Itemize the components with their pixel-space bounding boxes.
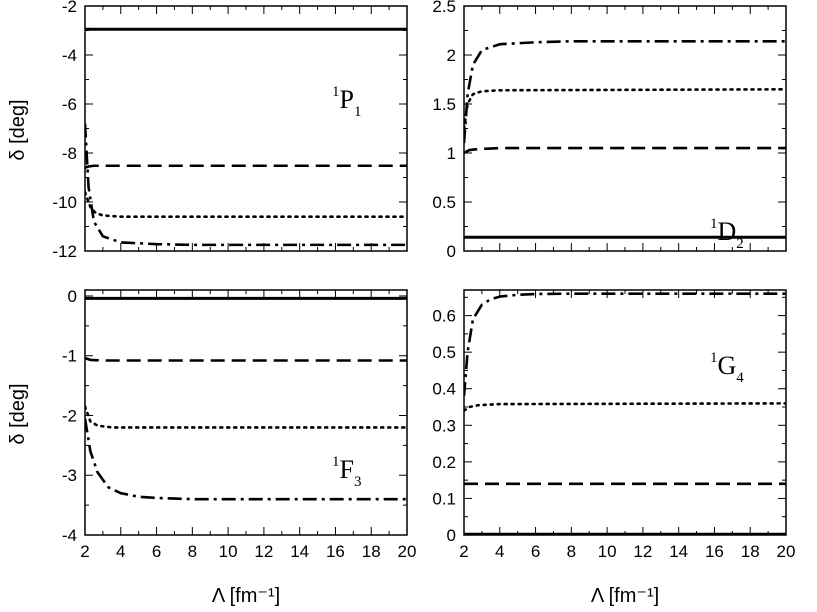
x-tick-label: 10 — [598, 542, 617, 561]
x-tick-label: 8 — [188, 542, 197, 561]
series-dotted-line — [85, 190, 407, 218]
x-tick-label: 18 — [741, 542, 760, 561]
x-tick-label: 18 — [362, 542, 381, 561]
partial-wave-label: 1P1 — [332, 84, 361, 120]
y-tick-label: 0 — [68, 287, 77, 306]
y-tick-label: 1.5 — [432, 95, 456, 114]
x-tick-label: 8 — [567, 542, 576, 561]
panel-top-left: -12 -10 -8 -6 -4 -2 1P1 — [52, 0, 408, 261]
x-tick-label: 20 — [777, 542, 796, 561]
y-tick-label: 0.6 — [432, 307, 456, 326]
series-dashed-line — [464, 146, 786, 155]
x-tick-label: 4 — [116, 542, 125, 561]
plot-frame — [84, 5, 408, 252]
y-axis-label-bottom: δ [deg] — [7, 383, 29, 444]
y-tick-label: -12 — [52, 242, 77, 261]
panel-top-right: 0 0.5 1 1.5 2 2.5 1D2 — [432, 0, 787, 261]
x-tick-label: 20 — [398, 542, 417, 561]
series-dotted-line — [464, 88, 786, 130]
y-tick-label: -1 — [62, 347, 77, 366]
y-tick-label: -10 — [52, 193, 77, 212]
y-tick-label: -2 — [62, 0, 77, 16]
x-tick-label: 2 — [459, 542, 468, 561]
y-tick-label: 0.5 — [432, 193, 456, 212]
y-tick-label: 2 — [447, 46, 456, 65]
panel-bottom-right: 2 4 6 8 10 12 14 16 18 20 0 0.1 0.2 0.3 0.4 0.5 0.6 1G4 — [432, 289, 796, 561]
partial-wave-label: 1G4 — [710, 350, 744, 386]
x-axis-label-left: Λ [fm⁻¹] — [212, 585, 280, 607]
y-tick-label: 0.4 — [432, 380, 456, 399]
x-tick-label: 16 — [326, 542, 345, 561]
y-axis-label-top: δ [deg] — [7, 99, 29, 160]
y-tick-label: 0 — [447, 242, 456, 261]
series-dashdot-line — [464, 39, 786, 144]
y-tick-label: 0.2 — [432, 453, 456, 472]
x-tick-label: 12 — [254, 542, 273, 561]
y-tick-label: 2.5 — [432, 0, 456, 16]
panel-bottom-left: 2 4 6 8 10 12 14 16 18 20 -4 -3 -2 -1 0 1F3 — [62, 287, 417, 561]
y-tick-label: -4 — [62, 46, 77, 65]
partial-wave-label: 1F3 — [332, 454, 361, 490]
x-tick-label: 14 — [290, 542, 309, 561]
y-tick-label: 0 — [447, 526, 456, 545]
x-tick-label: 6 — [531, 542, 540, 561]
x-tick-label: 4 — [495, 542, 504, 561]
y-tick-label: -6 — [62, 95, 77, 114]
series-dotted-line — [85, 405, 407, 429]
x-tick-label: 10 — [219, 542, 238, 561]
series-dashed-line — [85, 356, 407, 362]
plot-frame — [463, 289, 787, 536]
x-tick-label: 6 — [152, 542, 161, 561]
y-tick-label: 1 — [447, 144, 456, 163]
y-tick-label: -2 — [62, 406, 77, 425]
y-tick-label: 0.1 — [432, 489, 456, 508]
partial-wave-label: 1D2 — [710, 216, 744, 252]
y-tick-label: 0.5 — [432, 343, 456, 362]
x-axis-label-right: Λ [fm⁻¹] — [591, 585, 659, 607]
series-dotted-line — [464, 402, 786, 412]
y-tick-label: -8 — [62, 144, 77, 163]
series-dashdot-line — [85, 123, 407, 247]
x-tick-label: 12 — [633, 542, 652, 561]
y-tick-label: 0.3 — [432, 416, 456, 435]
series-dashed-line — [85, 164, 407, 169]
y-tick-label: -3 — [62, 466, 77, 485]
x-tick-label: 14 — [669, 542, 688, 561]
series-dashdot-line — [85, 418, 407, 501]
y-tick-label: -4 — [62, 526, 77, 545]
x-tick-label: 2 — [80, 542, 89, 561]
x-tick-label: 16 — [705, 542, 724, 561]
